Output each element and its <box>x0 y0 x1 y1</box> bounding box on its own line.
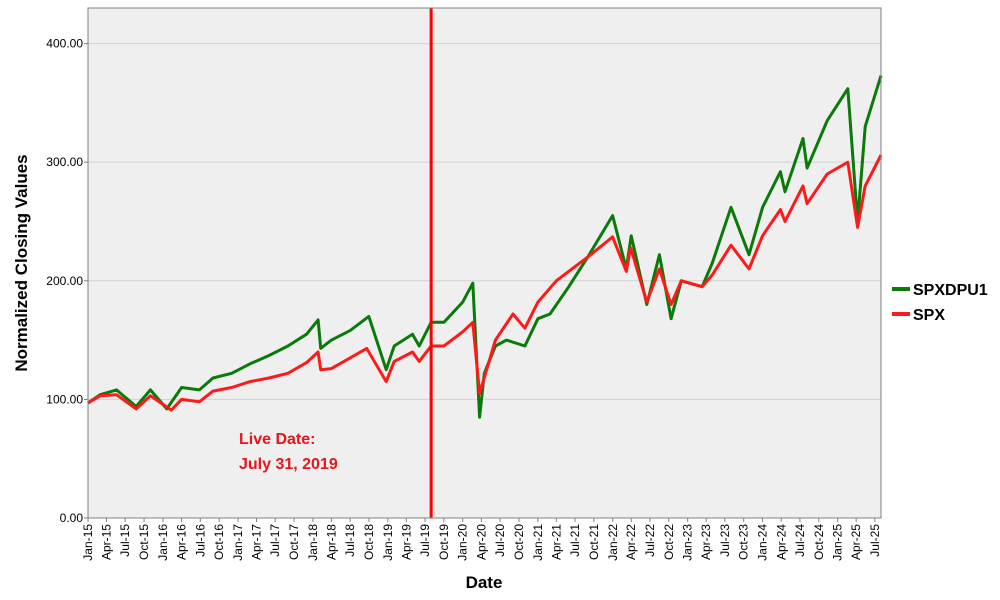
plot-frame <box>87 7 882 519</box>
x-tick-label: Oct-16 <box>212 524 226 560</box>
y-axis-title: Normalized Closing Values <box>12 154 31 371</box>
x-tick-label: Oct-15 <box>137 524 151 560</box>
x-tick-label: Apr-15 <box>99 524 113 560</box>
x-tick-label: Jul-20 <box>493 524 507 557</box>
x-tick-label: Jul-16 <box>193 524 207 557</box>
legend-label-spx: SPX <box>913 307 945 324</box>
x-tick-label: Jul-25 <box>868 524 882 557</box>
x-tick-label: Jan-22 <box>606 524 620 561</box>
x-tick-label: Apr-21 <box>549 524 563 560</box>
series-line-spx <box>87 154 883 412</box>
y-axis-ticks: 0.00 100.00 200.00 300.00 400.00 <box>46 37 88 525</box>
x-tick-label: Apr-18 <box>324 524 338 560</box>
x-tick-label: Jan-23 <box>681 524 695 561</box>
legend: SPXDPU1 SPX <box>892 282 988 324</box>
x-tick-label: Oct-23 <box>737 524 751 560</box>
x-tick-label: Oct-24 <box>812 524 826 560</box>
x-tick-label: Jul-24 <box>793 524 807 557</box>
y-tick-label: 400.00 <box>46 37 83 51</box>
x-tick-label: Jan-18 <box>306 524 320 561</box>
y-tick-label: 0.00 <box>60 511 84 525</box>
x-tick-label: Jan-20 <box>456 524 470 561</box>
x-tick-label: Oct-22 <box>662 524 676 560</box>
x-axis-title: Date <box>466 573 503 592</box>
plot-area <box>88 8 881 518</box>
x-tick-label: Oct-20 <box>512 524 526 560</box>
x-tick-label: Oct-17 <box>287 524 301 560</box>
x-tick-label: Jul-22 <box>643 524 657 557</box>
x-tick-label: Jan-25 <box>831 524 845 561</box>
y-tick-label: 300.00 <box>46 155 83 169</box>
x-tick-label: Oct-19 <box>437 524 451 560</box>
x-tick-label: Jul-21 <box>568 524 582 557</box>
x-tick-label: Jan-24 <box>756 524 770 561</box>
x-tick-label: Apr-23 <box>699 524 713 560</box>
x-tick-label: Jul-23 <box>718 524 732 557</box>
x-axis-ticks: Jan-15 Apr-15 Jul-15 Oct-15 Jan-16 Apr-16 Jul-… <box>81 518 882 561</box>
x-tick-label: Jan-16 <box>156 524 170 561</box>
x-tick-label: Apr-16 <box>175 524 189 560</box>
x-tick-label: Jan-21 <box>531 524 545 561</box>
annotation-line-1: Live Date: <box>239 431 315 448</box>
x-tick-label: Jan-15 <box>81 524 95 561</box>
series-lines <box>87 75 883 419</box>
x-tick-label: Jul-19 <box>418 524 432 557</box>
annotation-line-2: July 31, 2019 <box>239 456 338 473</box>
y-tick-label: 100.00 <box>46 392 83 406</box>
x-tick-label: Oct-18 <box>362 524 376 560</box>
x-tick-label: Apr-17 <box>249 524 263 560</box>
x-tick-label: Oct-21 <box>587 524 601 560</box>
x-tick-label: Jan-19 <box>381 524 395 561</box>
x-tick-label: Jan-17 <box>231 524 245 561</box>
x-tick-label: Apr-20 <box>474 524 488 560</box>
gridlines <box>88 43 881 400</box>
x-tick-label: Jul-15 <box>118 524 132 557</box>
y-tick-label: 200.00 <box>46 274 83 288</box>
x-tick-label: Jul-18 <box>343 524 357 557</box>
x-tick-label: Apr-19 <box>399 524 413 560</box>
x-tick-label: Jul-17 <box>268 524 282 557</box>
x-tick-label: Apr-22 <box>624 524 638 560</box>
x-tick-label: Apr-25 <box>849 524 863 560</box>
legend-label-spxdpu1: SPXDPU1 <box>913 282 988 299</box>
x-tick-label: Apr-24 <box>774 524 788 560</box>
